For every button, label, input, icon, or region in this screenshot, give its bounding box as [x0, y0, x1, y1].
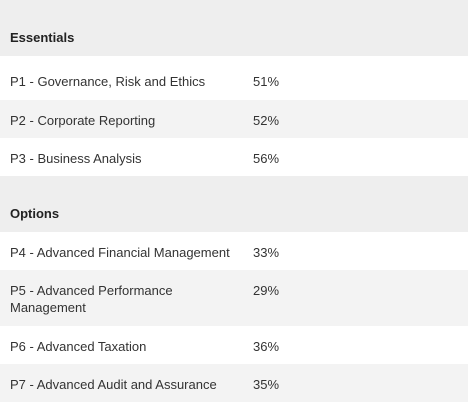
paper-name: P7 - Advanced Audit and Assurance	[10, 377, 217, 392]
paper-name: P2 - Corporate Reporting	[10, 113, 156, 128]
pass-rate: 35%	[253, 377, 280, 392]
pass-rate: 52%	[253, 113, 280, 128]
table-row: P3 - Business Analysis 56%	[0, 138, 468, 176]
table-row: P2 - Corporate Reporting 52%	[0, 100, 468, 138]
table-row: P1 - Governance, Risk and Ethics 51%	[0, 56, 468, 100]
paper-name: P5 - Advanced Performance Management	[10, 283, 173, 315]
paper-name: P6 - Advanced Taxation	[10, 339, 147, 354]
section-header-options: Options	[0, 176, 468, 232]
paper-name: P4 - Advanced Financial Management	[10, 245, 230, 260]
table-row: P5 - Advanced Performance Management 29%	[0, 270, 468, 326]
table-row: P6 - Advanced Taxation 36%	[0, 326, 468, 364]
paper-name: P3 - Business Analysis	[10, 151, 142, 166]
paper-name: P1 - Governance, Risk and Ethics	[10, 74, 206, 89]
table-row: P7 - Advanced Audit and Assurance 35%	[0, 364, 468, 402]
pass-rate: 33%	[253, 245, 280, 260]
table-row: P4 - Advanced Financial Management 33%	[0, 232, 468, 270]
pass-rate: 56%	[253, 151, 280, 166]
section-title: Essentials	[10, 30, 75, 45]
pass-rate: 51%	[253, 74, 280, 89]
section-title: Options	[10, 206, 60, 221]
pass-rate: 29%	[253, 283, 280, 298]
pass-rate: 36%	[253, 339, 280, 354]
section-header-essentials: Essentials	[0, 0, 468, 56]
